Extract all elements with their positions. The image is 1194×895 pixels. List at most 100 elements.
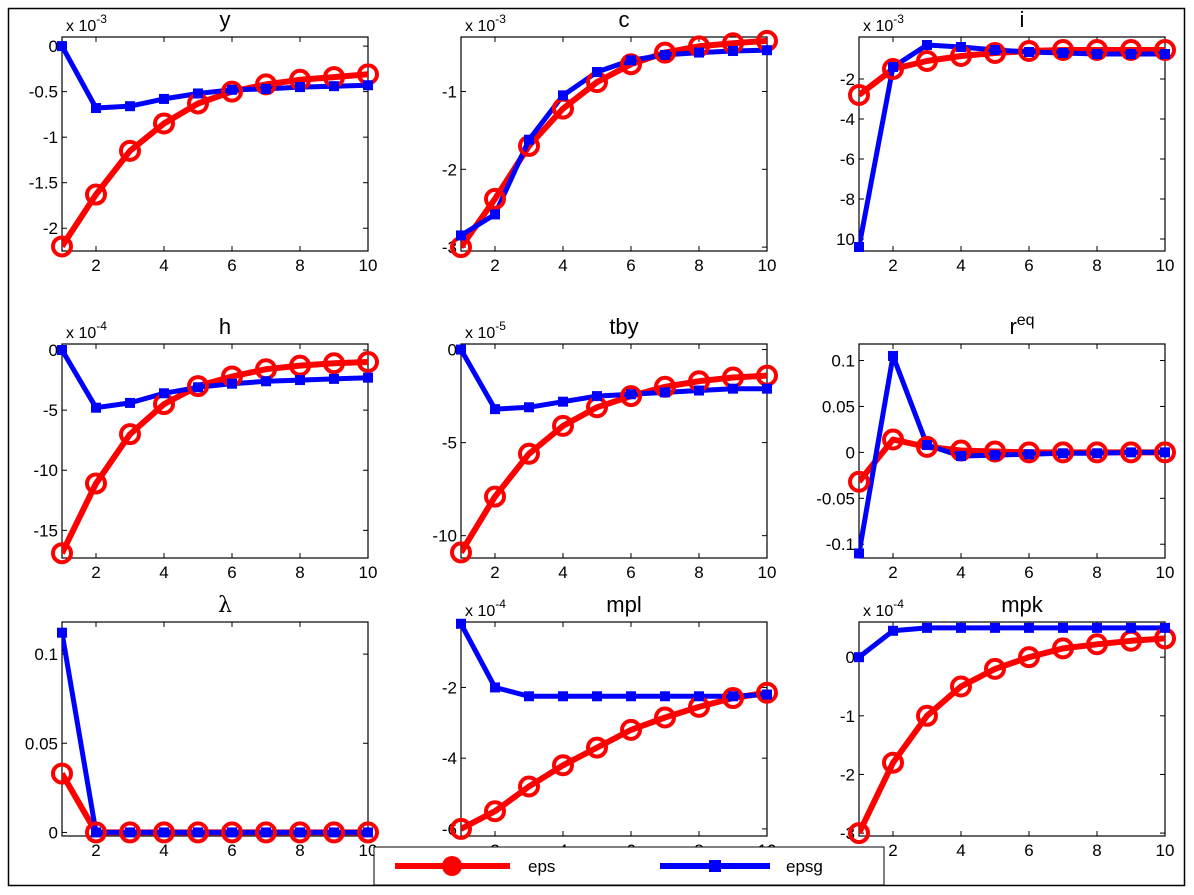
data-point-epsg — [295, 375, 305, 386]
axes-box — [61, 36, 369, 252]
data-point-eps — [620, 53, 642, 76]
exponent-base: x 10 — [465, 325, 495, 342]
series-layer — [62, 632, 368, 836]
legend: eps epsg — [373, 846, 885, 886]
series-line-epsg — [62, 348, 368, 411]
series-line-epsg — [461, 622, 767, 699]
data-point-eps — [552, 414, 574, 437]
data-point-epsg — [990, 45, 1000, 55]
axes-box — [61, 621, 369, 837]
x-tick-label: 6 — [626, 256, 635, 275]
data-point-epsg — [660, 691, 670, 702]
data-point-eps — [187, 821, 209, 844]
exponent-base: x 10 — [465, 603, 495, 620]
series-line-epsg — [461, 47, 767, 238]
data-point-epsg — [159, 388, 169, 399]
x-tick-label: 8 — [694, 256, 703, 275]
data-point-eps — [586, 736, 608, 759]
y-tick-label: 0.05 — [822, 397, 855, 416]
data-point-epsg — [694, 691, 704, 702]
y-tick-label: -0.1 — [826, 535, 855, 554]
data-point-eps — [1052, 637, 1074, 660]
data-point-epsg — [956, 622, 966, 633]
data-point-eps — [950, 675, 972, 698]
axes-box — [460, 36, 768, 252]
data-point-epsg — [456, 344, 466, 355]
legend-epsg-marker — [709, 860, 721, 872]
y-tick-label: 0 — [448, 341, 457, 360]
x-tick-label: 2 — [490, 256, 499, 275]
exponent-base: x 10 — [66, 325, 96, 342]
legend-eps-marker — [442, 856, 462, 876]
data-point-epsg — [728, 691, 738, 702]
series-line-eps — [461, 689, 767, 832]
data-point-epsg — [922, 622, 932, 633]
exponent-power: -3 — [495, 12, 506, 26]
x-tick-label: 4 — [558, 256, 567, 275]
x-tick-label: 2 — [91, 256, 100, 275]
axes-box — [61, 343, 369, 559]
data-point-eps — [518, 775, 540, 798]
series-line-eps — [859, 635, 1165, 835]
data-point-epsg — [888, 350, 898, 361]
data-point-epsg — [363, 80, 373, 91]
data-point-eps — [119, 821, 141, 844]
data-point-eps — [85, 183, 107, 206]
data-point-epsg — [57, 41, 67, 52]
data-point-epsg — [193, 827, 203, 838]
data-point-epsg — [524, 691, 534, 702]
y-tick-label: 10 — [836, 230, 855, 249]
data-point-eps — [654, 41, 676, 64]
series-layer — [62, 44, 368, 249]
y-tick-label: -5 — [43, 401, 58, 420]
data-point-epsg — [1024, 47, 1034, 57]
data-point-epsg — [558, 396, 568, 407]
data-point-epsg — [329, 81, 339, 92]
data-point-epsg — [1092, 622, 1102, 633]
x-tick-label: 4 — [558, 563, 567, 582]
data-point-epsg — [363, 827, 373, 838]
data-point-epsg — [558, 691, 568, 702]
series-layer — [859, 42, 1165, 248]
series-line-epsg — [62, 44, 368, 111]
data-point-eps — [916, 435, 938, 458]
subplot-3: 2 4 6 8 10 0 -5 -10 -15 h x 10-4 — [33, 314, 379, 582]
data-point-epsg — [694, 47, 704, 58]
y-tick-label: 0.1 — [34, 645, 58, 664]
y-tick-label: 0 — [846, 443, 855, 462]
y-tick-label: 0 — [49, 37, 58, 56]
axis-exponent-label: x 10-4 — [66, 319, 107, 342]
y-tick-label: -1 — [840, 707, 855, 726]
data-point-epsg — [490, 682, 500, 693]
y-tick-label: -1 — [43, 128, 58, 147]
data-point-epsg — [1058, 622, 1068, 633]
data-point-eps — [187, 375, 209, 398]
x-tick-label: 10 — [359, 841, 378, 860]
data-point-eps — [552, 754, 574, 777]
data-point-epsg — [193, 382, 203, 393]
x-tick-label: 10 — [1156, 841, 1175, 860]
series-layer — [461, 37, 767, 249]
x-tick-label: 6 — [626, 563, 635, 582]
data-point-epsg — [660, 49, 670, 60]
data-point-epsg — [159, 93, 169, 104]
x-tick-label: 4 — [159, 256, 168, 275]
y-tick-label: -0.5 — [29, 83, 58, 102]
data-point-epsg — [227, 84, 237, 95]
y-tick-label: 0 — [49, 823, 58, 842]
data-point-epsg — [91, 827, 101, 838]
data-point-epsg — [261, 827, 271, 838]
y-tick-label: 0.05 — [25, 734, 58, 753]
data-point-eps — [484, 485, 506, 508]
data-point-epsg — [592, 391, 602, 402]
data-point-epsg — [490, 209, 500, 220]
series-line-eps — [62, 71, 368, 249]
legend-epsg-label: epsg — [786, 857, 823, 876]
data-point-epsg — [990, 450, 1000, 461]
data-point-eps — [323, 821, 345, 844]
data-point-eps — [882, 58, 904, 80]
y-tick-label: -4 — [840, 110, 855, 129]
x-tick-label: 4 — [159, 563, 168, 582]
data-point-epsg — [762, 45, 772, 56]
